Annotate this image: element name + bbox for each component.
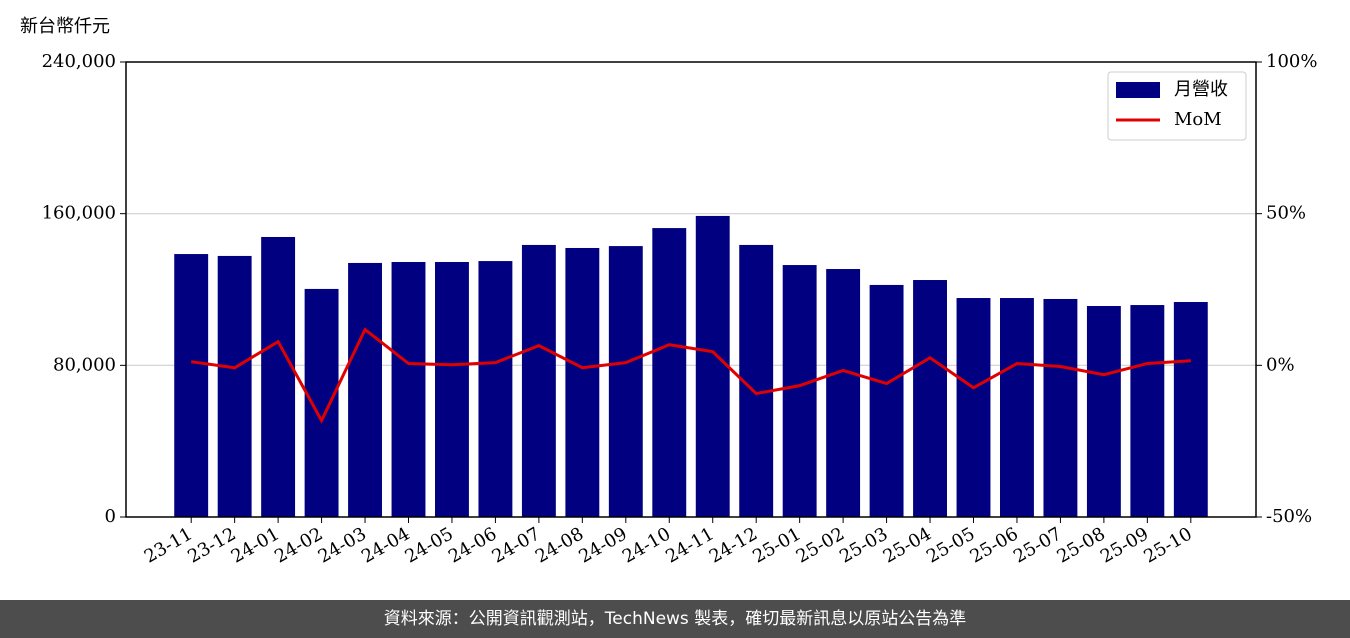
legend-label: MoM: [1174, 109, 1222, 130]
bar: [217, 255, 252, 517]
x-tick-label: 25-10: [1140, 523, 1195, 567]
x-tick-label: 25-03: [836, 523, 891, 567]
x-tick-label: 25-07: [1010, 523, 1065, 567]
line: [190, 327, 1191, 424]
y2-tick-label: 0%: [1266, 354, 1295, 375]
bar: [608, 246, 643, 517]
x-tick-label: 24-07: [488, 523, 543, 567]
x-tick-label: 24-06: [445, 523, 500, 567]
bar: [1000, 298, 1034, 517]
bar: [782, 265, 817, 517]
y2-tick-label: -50%: [1266, 506, 1312, 527]
x-tick-label: 25-01: [749, 523, 804, 567]
x-tick-label: 23-12: [184, 523, 239, 567]
footer-band: [0, 600, 1350, 638]
bar: [652, 228, 687, 517]
legend-swatch: [1116, 82, 1160, 98]
x-tick-label: 25-06: [967, 523, 1022, 567]
bar: [174, 254, 209, 517]
x-tick-label: 25-09: [1097, 523, 1152, 567]
x-tick-label: 25-08: [1053, 523, 1108, 567]
bar: [391, 262, 426, 517]
bar: [565, 247, 600, 517]
x-tick-label: 24-03: [315, 523, 370, 567]
x-tick-label: 24-09: [575, 523, 630, 567]
x-tick-label: 24-05: [402, 523, 457, 567]
x-tick-label: 24-08: [532, 523, 587, 567]
y2-tick-label: 50%: [1266, 203, 1306, 224]
y-axis-unit: 新台幣仟元: [20, 16, 110, 37]
y2-tick-label: 100%: [1266, 51, 1317, 72]
bar: [826, 269, 861, 517]
y-tick-label: 160,000: [42, 203, 116, 224]
x-tick-label: 24-01: [228, 523, 283, 567]
bar: [348, 262, 382, 517]
plot-frame: [125, 61, 1257, 518]
bar: [695, 215, 730, 518]
bar: [1173, 302, 1208, 517]
bar: [478, 261, 513, 517]
bar: [261, 236, 296, 517]
bar: [956, 298, 991, 517]
x-tick-label: 25-02: [793, 523, 848, 567]
legend-label: 月營收: [1174, 79, 1228, 100]
x-tick-label: 25-04: [880, 523, 935, 567]
bar: [1043, 298, 1078, 517]
legend: 月營收 MoM: [1107, 71, 1247, 141]
x-tick-label: 24-11: [662, 523, 717, 567]
y-tick-label: 80,000: [53, 354, 116, 375]
y-tick-label: 0: [105, 506, 116, 527]
bar: [1130, 305, 1165, 517]
x-tick-label: 24-12: [706, 523, 761, 567]
bar: [435, 262, 469, 517]
bar: [1086, 305, 1121, 517]
bar: [869, 284, 904, 517]
x-tick-label: 24-04: [358, 523, 413, 567]
bar: [304, 288, 339, 517]
x-tick-label: 23-11: [141, 523, 196, 567]
x-tick-label: 24-10: [619, 523, 674, 567]
x-tick-label: 24-02: [271, 523, 326, 567]
bar: [521, 244, 556, 517]
y-tick-label: 240,000: [42, 51, 116, 72]
source-note: 資料來源：公開資訊觀測站，TechNews 製表，確切最新訊息以原站公告為準: [384, 609, 966, 629]
bar: [913, 280, 947, 517]
x-tick-label: 25-05: [923, 523, 978, 567]
